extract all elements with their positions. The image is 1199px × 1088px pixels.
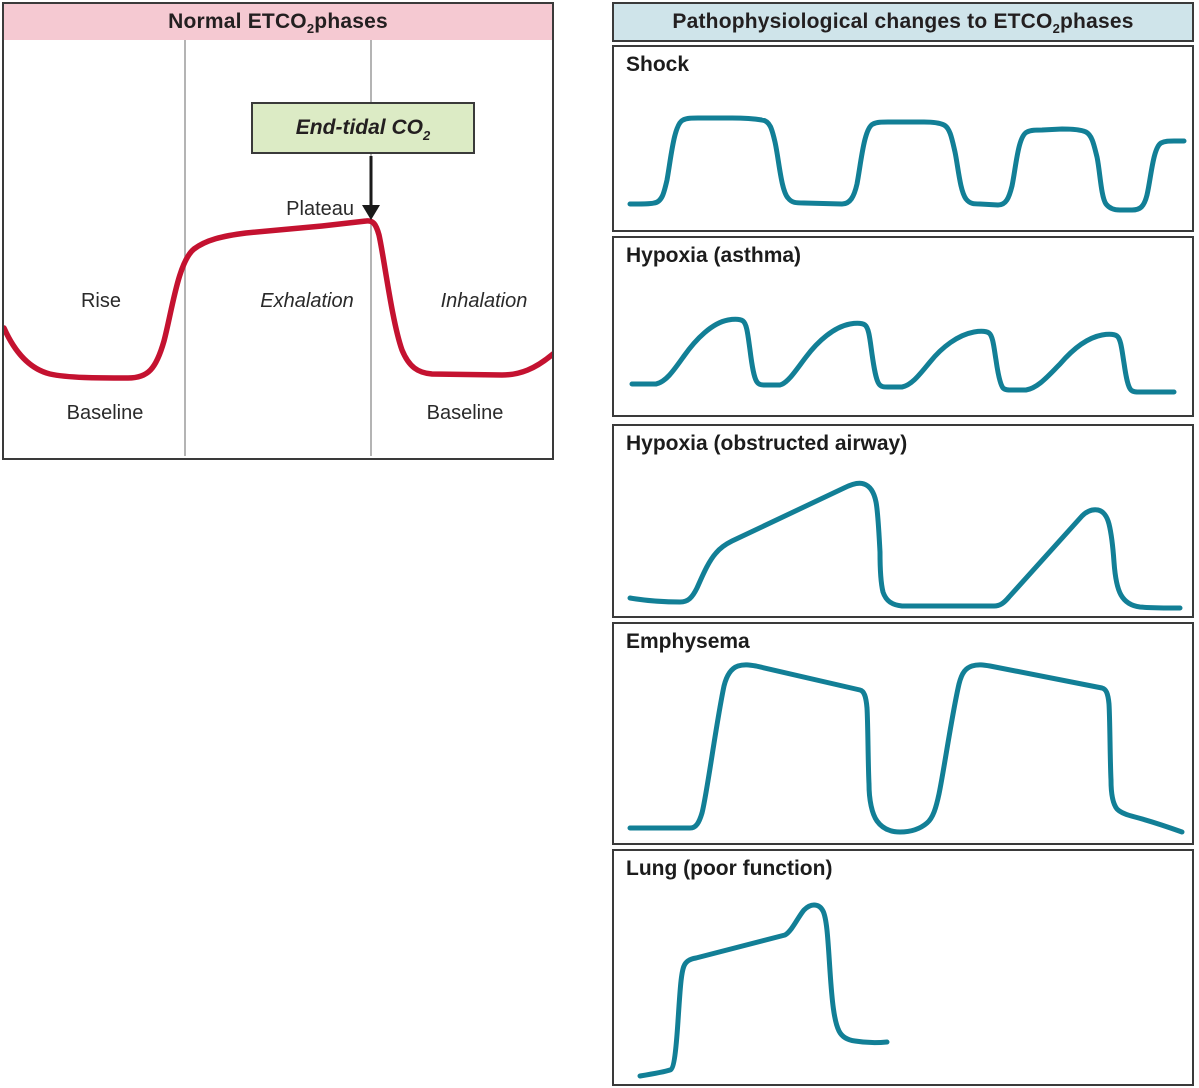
normal-title-text: Normal ETCO [168,10,307,33]
emphysema-waveform-svg [627,662,1185,835]
normal-capnogram-trace [4,218,552,381]
label-plateau: Plateau [286,198,354,220]
label-baseline-left: Baseline [66,402,144,424]
callout-text: End-tidal CO [295,116,423,139]
hypoxia-obstructed-panel: Hypoxia (obstructed airway) [612,424,1194,618]
normal-waveform-area: End-tidal CO 2 Plateau Rise Exhalation In… [2,40,554,460]
normal-etco2-header: Normal ETCO 2 phases [2,2,554,42]
callout-subscript: 2 [422,127,431,143]
shock-waveform-svg [627,115,1187,213]
patho-etco2-header: Pathophysiological changes to ETCO 2 phas… [612,2,1194,42]
hypoxia-obstructed-panel-title: Hypoxia (obstructed airway) [626,432,908,455]
hypoxia-asthma-waveform-svg [629,316,1177,395]
label-inhalation: Inhalation [440,290,528,312]
shock-panel-title: Shock [626,53,690,76]
end-tidal-co2-callout: End-tidal CO 2 [251,102,475,154]
label-rise: Rise [80,290,121,312]
label-exhalation: Exhalation [260,290,354,312]
lung-poor-function-waveform [637,902,890,1079]
emphysema-panel-title: Emphysema [626,630,750,653]
hypoxia-obstructed-waveform [627,480,1183,611]
hypoxia-asthma-panel: Hypoxia (asthma) [612,236,1194,417]
emphysema-panel: Emphysema [612,622,1194,845]
shock-panel: Shock [612,45,1194,232]
hypoxia-obstructed-waveform-svg [627,480,1183,611]
lung-poor-function-waveform-svg [637,902,890,1079]
patho-title-tail: phases [1060,10,1134,33]
patho-title-text: Pathophysiological changes to ETCO [672,10,1053,33]
hypoxia-asthma-waveform [629,316,1177,395]
normal-title-subscript: 2 [306,20,315,36]
hypoxia-asthma-panel-title: Hypoxia (asthma) [626,244,802,267]
emphysema-waveform [627,662,1185,835]
callout-arrow-head-icon [362,205,380,220]
shock-waveform [627,115,1187,213]
lung-poor-function-panel: Lung (poor function) [612,849,1194,1086]
label-baseline-right: Baseline [426,402,504,424]
lung-poor-function-panel-title: Lung (poor function) [626,857,833,880]
normal-title-tail: phases [314,10,388,33]
patho-title-subscript: 2 [1052,20,1061,36]
